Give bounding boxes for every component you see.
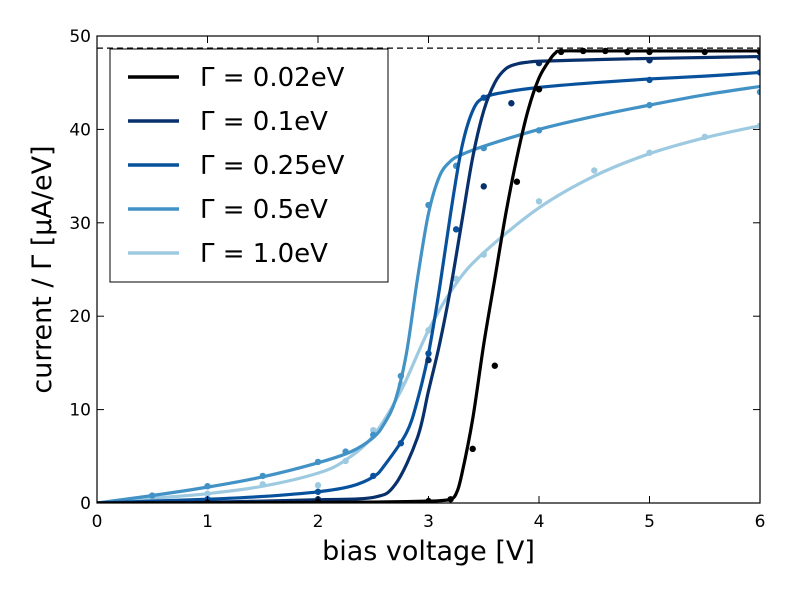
y-axis-label: current / Γ [μA/eV] <box>27 145 58 393</box>
data-point <box>535 59 543 67</box>
y-tick-label: 20 <box>69 307 91 327</box>
data-point <box>535 127 543 134</box>
data-point <box>469 445 476 453</box>
data-point <box>314 488 322 495</box>
data-point <box>342 457 349 465</box>
legend-entry: Γ = 0.5eV <box>128 195 328 225</box>
x-tick-label: 1 <box>202 512 213 532</box>
y-tick-label: 50 <box>69 27 91 47</box>
data-point <box>756 69 760 76</box>
legend-label: Γ = 0.02eV <box>200 63 345 93</box>
series-4 <box>97 84 760 503</box>
data-point <box>491 362 498 369</box>
data-point <box>535 86 543 93</box>
series-line <box>97 124 760 503</box>
data-point <box>314 458 322 466</box>
data-point <box>646 149 653 156</box>
data-point <box>756 88 760 96</box>
data-point <box>624 48 631 56</box>
x-tick-label: 4 <box>534 512 545 532</box>
data-point <box>480 144 487 152</box>
data-point <box>480 183 487 190</box>
data-point <box>370 431 377 439</box>
x-tick-label: 0 <box>92 512 103 532</box>
data-point <box>513 178 521 185</box>
series-line <box>97 84 760 503</box>
data-point <box>508 100 515 107</box>
tick-layer: 0 1 2 3 4 5 6 0 10 20 30 40 50 <box>69 27 765 532</box>
data-point <box>557 48 565 56</box>
data-point <box>646 76 653 84</box>
data-point <box>425 350 432 357</box>
data-point <box>756 122 760 129</box>
y-tick-label: 0 <box>80 494 91 514</box>
y-tick-label: 10 <box>69 401 91 421</box>
data-point <box>425 327 432 334</box>
data-point <box>204 490 211 497</box>
legend-entry: Γ = 0.1eV <box>128 107 328 137</box>
data-point <box>602 47 609 55</box>
data-point <box>447 496 454 503</box>
data-point <box>452 275 460 283</box>
data-point <box>149 492 156 499</box>
data-point <box>425 356 432 364</box>
legend-entry: Γ = 1.0eV <box>128 239 328 269</box>
data-point <box>480 251 487 258</box>
x-tick-label: 3 <box>423 512 434 532</box>
data-point <box>701 48 708 56</box>
data-point <box>591 167 598 174</box>
data-point <box>425 201 432 209</box>
data-point <box>580 47 587 55</box>
data-point <box>370 426 377 434</box>
data-point <box>701 133 708 141</box>
legend-entry: Γ = 0.25eV <box>128 151 345 181</box>
data-point <box>397 372 405 380</box>
data-point <box>204 482 211 490</box>
data-point <box>480 94 487 101</box>
legend-label: Γ = 1.0eV <box>200 239 328 269</box>
data-point <box>259 481 266 488</box>
data-point <box>397 440 405 447</box>
y-tick-label: 40 <box>69 120 91 140</box>
x-axis-label: bias voltage [V] <box>322 536 535 567</box>
data-point <box>535 198 543 205</box>
legend: Γ = 0.02eV Γ = 0.1eV Γ = 0.25eV Γ = 0.5eV Γ … <box>109 48 389 283</box>
x-tick-label: 2 <box>313 512 324 532</box>
y-tick-label: 30 <box>69 214 91 234</box>
legend-entry: Γ = 0.02eV <box>128 63 345 93</box>
data-point <box>756 48 760 56</box>
series-line <box>97 70 760 503</box>
data-point <box>646 101 653 109</box>
legend-label: Γ = 0.1eV <box>200 107 328 137</box>
data-point <box>646 48 653 56</box>
x-tick-label: 6 <box>755 512 766 532</box>
data-point <box>646 57 653 64</box>
data-point <box>314 482 322 489</box>
series-layer <box>97 47 760 503</box>
data-point <box>259 472 266 480</box>
data-point <box>452 226 460 233</box>
data-point <box>342 448 349 455</box>
data-point <box>370 472 377 480</box>
legend-label: Γ = 0.5eV <box>200 195 328 225</box>
x-tick-label: 5 <box>644 512 655 532</box>
data-point <box>756 54 760 61</box>
legend-label: Γ = 0.25eV <box>200 151 345 181</box>
